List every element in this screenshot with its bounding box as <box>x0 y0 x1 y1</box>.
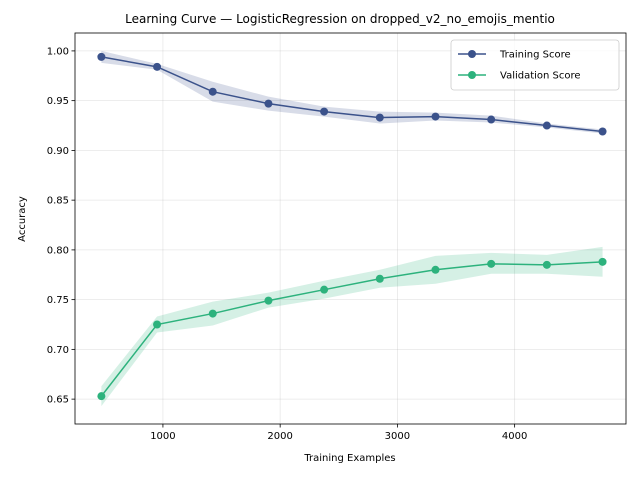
legend-swatch-marker <box>468 71 476 79</box>
legend-box <box>450 39 620 91</box>
series-0-point <box>320 107 329 116</box>
plot-frame <box>74 32 627 425</box>
x-tick-label: 4000 <box>502 431 527 442</box>
confidence-bands <box>101 50 603 407</box>
series-1-point <box>264 296 273 305</box>
series-1-point <box>97 392 106 401</box>
series-1-point <box>153 320 162 329</box>
series-1-point <box>320 285 329 294</box>
y-tick-label: 0.80 <box>47 245 69 256</box>
x-tick-label: 1000 <box>150 431 175 442</box>
series-0-point <box>97 52 106 61</box>
series-0-point <box>598 127 607 136</box>
y-tick-label: 0.65 <box>47 395 69 406</box>
legend: Training Score Validation Score <box>450 39 620 91</box>
series-0-point <box>542 121 551 130</box>
series-1-point <box>208 309 217 318</box>
series-1-point <box>431 265 440 274</box>
axis-ticks: 1000 2000 3000 4000 0.65 0.70 0.75 0.80 0.85 0.90… <box>47 46 528 442</box>
series-1-point <box>487 259 496 268</box>
series-0-point <box>487 115 496 124</box>
grid-lines <box>75 33 626 424</box>
series-0-point <box>264 99 273 108</box>
y-tick-label: 0.70 <box>47 345 69 356</box>
series-0-point <box>153 62 162 71</box>
series-1-point <box>598 257 607 266</box>
y-tick-label: 0.75 <box>47 295 69 306</box>
series-0-line <box>101 56 603 133</box>
series-0-point <box>208 87 217 96</box>
series-0-point <box>431 112 440 121</box>
y-tick-label: 0.85 <box>47 196 69 207</box>
series-1-line <box>100 261 603 397</box>
x-axis-title: Training Examples <box>303 453 395 464</box>
series-1-point <box>375 274 384 283</box>
chart-title: Learning Curve — LogisticRegression on d… <box>125 12 555 26</box>
legend-label: Validation Score <box>500 71 581 82</box>
y-tick-label: 0.90 <box>47 146 69 157</box>
legend-label: Training Score <box>499 50 571 61</box>
series-1-band <box>101 246 603 407</box>
y-axis-title: Accuracy <box>17 196 28 242</box>
series-1-point <box>542 260 551 269</box>
x-tick-label: 2000 <box>267 431 292 442</box>
series-0-band <box>101 50 603 134</box>
series-0-point <box>375 113 384 122</box>
y-tick-label: 1.00 <box>47 46 69 57</box>
legend-swatch-marker <box>468 50 476 58</box>
series-lines <box>97 52 607 401</box>
x-tick-label: 3000 <box>385 431 410 442</box>
y-tick-label: 0.95 <box>47 96 69 107</box>
